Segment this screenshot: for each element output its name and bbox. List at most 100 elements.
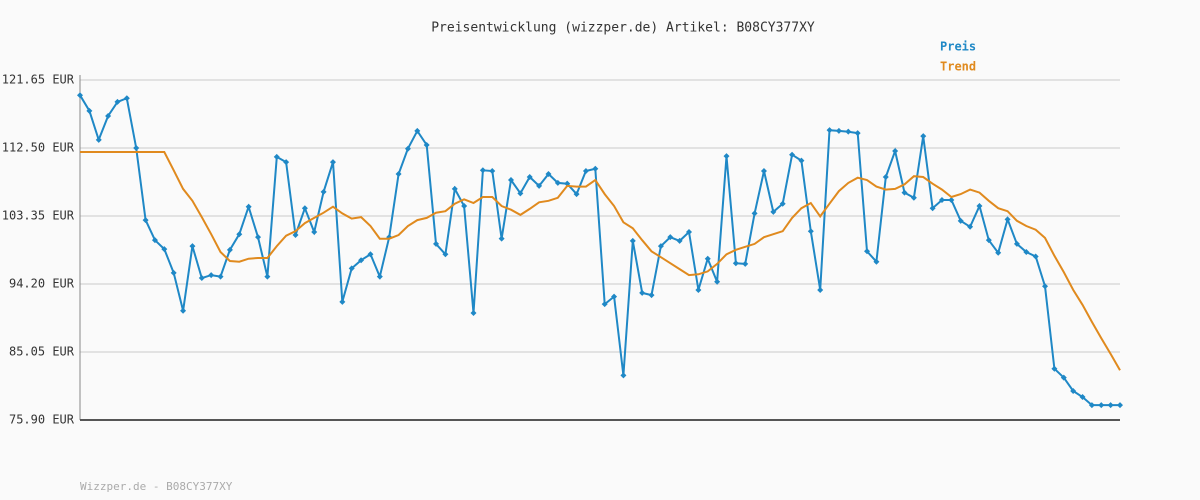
point-marker	[479, 167, 486, 174]
point-marker	[929, 205, 936, 212]
point-marker	[189, 243, 196, 250]
point-marker	[395, 171, 402, 178]
point-marker	[123, 95, 130, 102]
point-marker	[526, 173, 533, 180]
point-marker	[217, 273, 224, 280]
point-marker	[1060, 374, 1067, 381]
point-marker	[255, 234, 262, 241]
point-marker	[1023, 249, 1030, 256]
point-marker	[320, 188, 327, 195]
point-marker	[686, 228, 693, 235]
y-tick-label: 103.35 EUR	[2, 209, 75, 223]
point-marker	[704, 255, 711, 262]
point-marker	[835, 127, 842, 134]
point-marker	[95, 136, 102, 143]
point-marker	[1088, 402, 1095, 409]
point-marker	[301, 205, 308, 212]
point-marker	[1117, 402, 1123, 409]
point-marker	[798, 157, 805, 164]
y-tick-label: 75.90 EUR	[9, 413, 75, 427]
point-marker	[629, 237, 636, 244]
point-marker	[348, 265, 355, 272]
point-marker	[582, 168, 589, 175]
point-marker	[751, 210, 758, 217]
point-marker	[414, 127, 421, 134]
point-marker	[882, 173, 889, 180]
point-marker	[358, 257, 365, 264]
point-marker	[789, 151, 796, 158]
point-marker	[854, 130, 861, 137]
point-marker	[77, 92, 83, 99]
point-marker	[489, 168, 496, 175]
point-marker	[695, 286, 702, 293]
point-marker	[723, 153, 730, 160]
point-marker	[498, 235, 505, 242]
point-marker	[807, 228, 814, 235]
point-marker	[1042, 283, 1049, 290]
point-marker	[667, 234, 674, 241]
point-marker	[601, 301, 608, 308]
point-marker	[507, 176, 514, 183]
legend-label: Trend	[940, 60, 976, 74]
point-marker	[967, 223, 974, 230]
point-marker	[423, 142, 430, 149]
point-marker	[910, 194, 917, 201]
point-marker	[732, 260, 739, 267]
point-marker	[433, 240, 440, 247]
point-marker	[536, 182, 543, 189]
point-marker	[311, 228, 318, 235]
point-marker	[611, 293, 618, 300]
point-marker	[264, 273, 271, 280]
point-marker	[142, 217, 149, 224]
legend-label: Preis	[940, 40, 976, 54]
point-marker	[151, 237, 158, 244]
point-marker	[620, 372, 627, 379]
point-marker	[920, 133, 927, 140]
point-marker	[105, 113, 112, 120]
point-marker	[461, 202, 468, 209]
point-marker	[517, 190, 524, 197]
point-marker	[470, 309, 477, 316]
series-line	[79, 94, 1120, 407]
point-marker	[226, 246, 233, 253]
point-marker	[245, 203, 252, 210]
point-marker	[376, 273, 383, 280]
point-marker	[938, 197, 945, 204]
point-marker	[639, 289, 646, 296]
point-marker	[292, 231, 299, 238]
point-marker	[1013, 240, 1020, 247]
point-marker	[1098, 402, 1105, 409]
point-marker	[573, 191, 580, 198]
point-marker	[760, 168, 767, 175]
point-marker	[180, 307, 187, 314]
chart-title: Preisentwicklung (wizzper.de) Artikel: B…	[431, 21, 815, 36]
y-tick-label: 85.05 EUR	[9, 345, 75, 359]
point-marker	[545, 171, 552, 178]
point-marker	[198, 275, 205, 282]
point-marker	[1079, 393, 1086, 400]
point-marker	[779, 200, 786, 207]
point-marker	[86, 107, 93, 114]
point-marker	[957, 217, 964, 224]
point-marker	[339, 298, 346, 305]
point-marker	[283, 159, 290, 166]
point-marker	[742, 260, 749, 267]
point-marker	[770, 208, 777, 215]
point-marker	[648, 292, 655, 299]
point-marker	[133, 145, 140, 151]
point-marker	[985, 237, 992, 244]
y-tick-label: 94.20 EUR	[9, 277, 75, 291]
point-marker	[451, 185, 458, 192]
point-marker	[1051, 365, 1058, 372]
series-line	[80, 151, 1121, 371]
point-marker	[901, 189, 908, 196]
point-marker	[170, 269, 177, 276]
point-marker	[1004, 216, 1011, 223]
point-marker	[273, 153, 280, 160]
point-marker	[826, 127, 833, 134]
point-marker	[976, 202, 983, 209]
y-tick-label: 121.65 EUR	[2, 73, 75, 87]
point-marker	[236, 231, 243, 238]
point-marker	[1032, 253, 1039, 260]
